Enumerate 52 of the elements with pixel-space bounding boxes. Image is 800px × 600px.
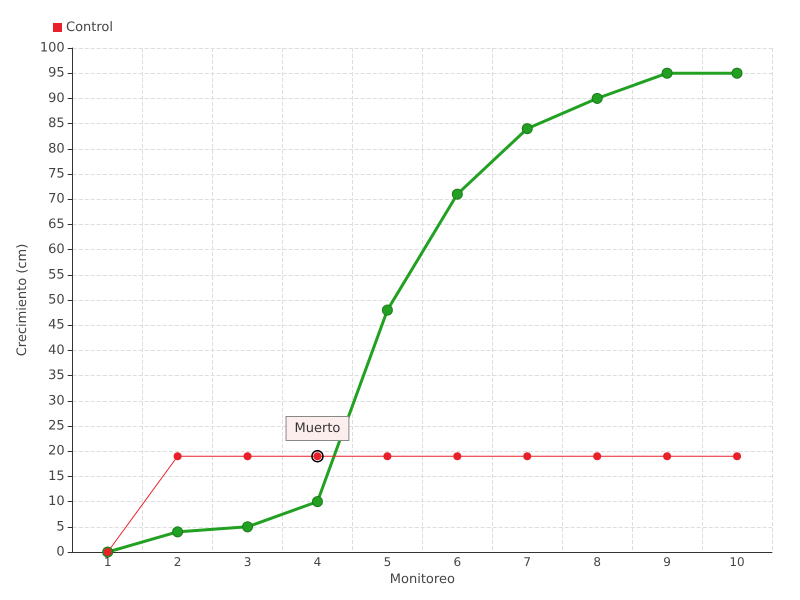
y-tick-label: 90 (48, 90, 65, 106)
y-tick-label: 60 (48, 242, 65, 258)
x-axis-title: Monitoreo (390, 572, 455, 587)
point (174, 452, 182, 460)
x-tick-label: 4 (314, 555, 322, 569)
point (242, 521, 254, 532)
x-tick-label: 9 (663, 555, 671, 569)
x-tick-label: 6 (454, 555, 462, 569)
y-tick-label: 100 (40, 40, 65, 56)
point (663, 452, 672, 460)
y-tick-label: 70 (48, 192, 65, 207)
y-tick-label: 40 (48, 342, 65, 358)
y-tick-label: 50 (48, 292, 65, 308)
point (453, 452, 462, 460)
y-tick-label: 5 (56, 519, 65, 534)
y-tick-label: 45 (48, 318, 65, 333)
y-tick-label: 65 (48, 216, 65, 232)
y-tick-label: 95 (48, 66, 65, 81)
y-tick-label: 85 (48, 116, 65, 132)
point (383, 452, 392, 460)
point (593, 452, 602, 460)
y-axis-title: Crecimiento (cm) (15, 244, 30, 356)
point (172, 526, 184, 538)
y-tick-label: 35 (48, 368, 65, 384)
annotation: Muerto (294, 420, 340, 436)
y-tick-label: 75 (48, 166, 65, 182)
y-tick-label: 55 (48, 267, 65, 282)
point (244, 452, 252, 460)
y-tick-label: 20 (48, 444, 65, 459)
point (382, 304, 393, 316)
x-tick-label: 7 (523, 555, 532, 569)
point (592, 92, 603, 104)
x-tick-label: 8 (593, 555, 601, 569)
legend-label: Control (66, 20, 113, 35)
y-tick-label: 25 (48, 418, 65, 434)
y-tick-label: 0 (56, 544, 65, 560)
point (312, 496, 323, 508)
point (523, 452, 532, 460)
point (662, 68, 673, 79)
point (733, 452, 742, 460)
x-tick-label: 1 (104, 555, 112, 569)
point (732, 68, 743, 79)
y-tick-label: 30 (48, 393, 65, 408)
x-tick-label: 2 (174, 555, 182, 569)
point (522, 123, 533, 134)
point (452, 188, 463, 200)
x-tick-label: 3 (244, 555, 252, 569)
y-tick-label: 10 (48, 494, 65, 510)
x-tick-label: 5 (384, 555, 392, 569)
y-tick-label: 15 (48, 468, 65, 484)
y-tick-label: 80 (48, 141, 65, 156)
x-tick-label: 10 (729, 555, 745, 569)
